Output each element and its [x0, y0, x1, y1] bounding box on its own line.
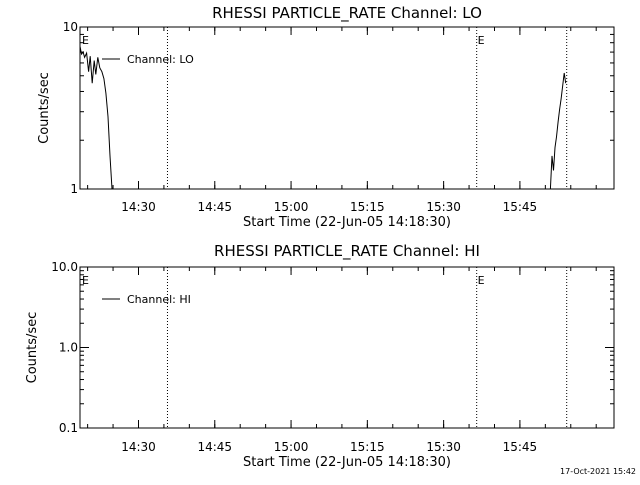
chart2-x-tick-label: 14:45	[197, 440, 232, 454]
chart2-y-tick-label: 0.1	[59, 421, 78, 435]
chart2-title: RHESSI PARTICLE_RATE Channel: HI	[214, 242, 480, 261]
chart2-x-tick-label: 15:45	[503, 440, 538, 454]
chart1-y-tick-label: 10	[63, 20, 78, 34]
chart2-marker: E	[478, 274, 485, 287]
chart2-y-tick-label: 10.0	[51, 260, 78, 274]
chart2-legend-label: Channel: HI	[127, 293, 191, 306]
chart2-x-axis-label: Start Time (22-Jun-05 14:18:30)	[243, 455, 451, 470]
chart1-x-tick-label: 15:00	[274, 200, 309, 214]
chart2-x-tick-label: 14:30	[121, 440, 156, 454]
chart2-y-axis-label: Counts/sec	[25, 312, 40, 384]
chart2-marker: E	[82, 274, 89, 287]
chart1-frame	[79, 26, 615, 190]
chart1-title: RHESSI PARTICLE_RATE Channel: LO	[212, 4, 482, 23]
chart1-marker: E	[478, 34, 485, 47]
chart2-y-tick-label: 1.0	[59, 341, 78, 355]
chart1-legend-label: Channel: LO	[127, 53, 194, 66]
chart1-y-axis-label: Counts/sec	[37, 72, 52, 144]
chart1-x-tick-label: 15:45	[503, 200, 538, 214]
chart1-x-axis-label: Start Time (22-Jun-05 14:18:30)	[243, 215, 451, 230]
chart1-x-tick-label: 14:45	[197, 200, 232, 214]
chart1-marker: E	[82, 34, 89, 47]
chart1-series-line-1	[79, 46, 113, 190]
chart1-x-tick-label: 15:30	[426, 200, 461, 214]
chart2-x-tick-label: 15:15	[350, 440, 385, 454]
chart1-series-line-2	[549, 72, 567, 190]
chart1-y-tick-label: 1	[70, 182, 78, 196]
chart2-x-tick-label: 15:30	[426, 440, 461, 454]
chart2-x-tick-label: 15:00	[274, 440, 309, 454]
chart1-x-tick-label: 15:15	[350, 200, 385, 214]
chart2-frame	[79, 266, 615, 429]
chart1-x-tick-label: 14:30	[121, 200, 156, 214]
footer-timestamp: 17-Oct-2021 15:42	[560, 467, 636, 476]
